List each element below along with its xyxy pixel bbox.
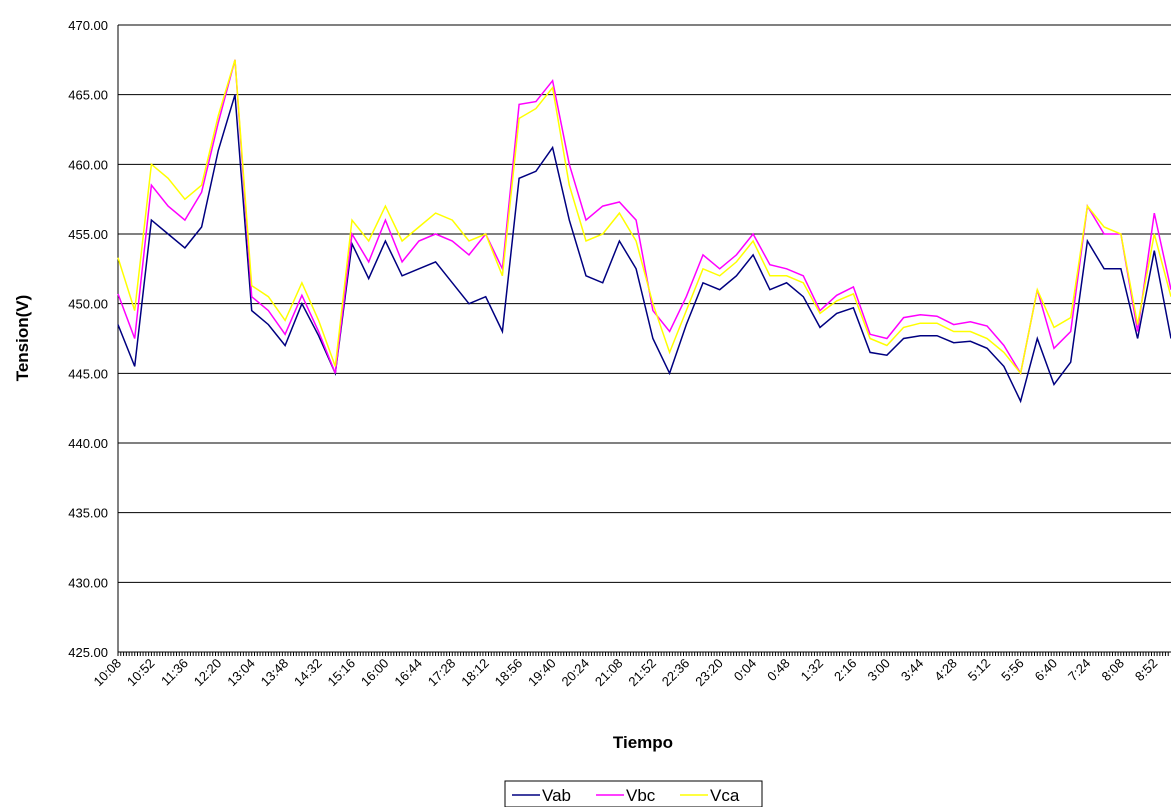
legend-label: Vca: [710, 786, 740, 805]
legend-label: Vbc: [626, 786, 656, 805]
x-axis-label: Tiempo: [613, 733, 673, 752]
y-axis-label: Tension(V): [13, 295, 32, 382]
x-tick-label: 11:36: [158, 656, 191, 689]
x-tick-label: 16:44: [391, 656, 425, 690]
x-tick-label: 8:08: [1098, 656, 1127, 685]
x-tick-label: 8:52: [1132, 656, 1161, 685]
legend-label: Vab: [542, 786, 571, 805]
x-tick-label: 4:28: [931, 656, 960, 685]
y-tick-label: 450.00: [68, 297, 108, 312]
x-tick-label: 17:28: [425, 656, 459, 690]
x-tick-label: 19:40: [525, 656, 559, 690]
x-tick-label: 18:56: [492, 656, 526, 690]
y-tick-label: 465.00: [68, 88, 108, 103]
y-tick-label: 440.00: [68, 436, 108, 451]
legend: [504, 780, 763, 807]
x-tick-label: 22:36: [659, 656, 693, 690]
x-tick-label: 10:52: [124, 656, 158, 690]
x-tick-label: 5:12: [965, 656, 994, 685]
x-tick-label: 14:32: [291, 656, 325, 690]
x-tick-label: 3:00: [864, 656, 893, 685]
y-tick-label: 445.00: [68, 366, 108, 381]
y-tick-label: 430.00: [68, 575, 108, 590]
x-tick-label: 7:24: [1065, 656, 1094, 685]
series-line: [117, 59, 1171, 376]
x-tick-label: 10:08: [91, 656, 125, 690]
x-tick-label: 15:16: [325, 656, 359, 690]
x-tick-label: 5:56: [998, 656, 1027, 685]
y-tick-label: 460.00: [68, 157, 108, 172]
series-line: [117, 94, 1171, 404]
series-line: [117, 59, 1171, 376]
x-tick-label: 12:20: [191, 656, 225, 690]
x-tick-label: 21:52: [625, 656, 659, 690]
y-tick-label: 470.00: [68, 18, 108, 33]
x-tick-label: 23:20: [692, 656, 726, 690]
x-tick-label: 0:48: [764, 656, 793, 685]
x-tick-label: 18:12: [458, 656, 492, 690]
x-tick-label: 6:40: [1032, 656, 1061, 685]
x-tick-label: 3:44: [898, 656, 927, 685]
x-tick-label: 13:04: [224, 656, 258, 690]
x-tick-label: 1:32: [798, 656, 827, 685]
y-tick-label: 455.00: [68, 227, 108, 242]
x-tick-label: 2:16: [831, 656, 860, 685]
x-tick-label: 0:04: [731, 656, 760, 685]
x-tick-label: 16:00: [358, 656, 392, 690]
y-tick-label: 425.00: [68, 645, 108, 660]
y-tick-label: 435.00: [68, 506, 108, 521]
x-tick-label: 20:24: [559, 656, 593, 690]
x-tick-label: 21:08: [592, 656, 626, 690]
x-tick-label: 13:48: [258, 656, 292, 690]
